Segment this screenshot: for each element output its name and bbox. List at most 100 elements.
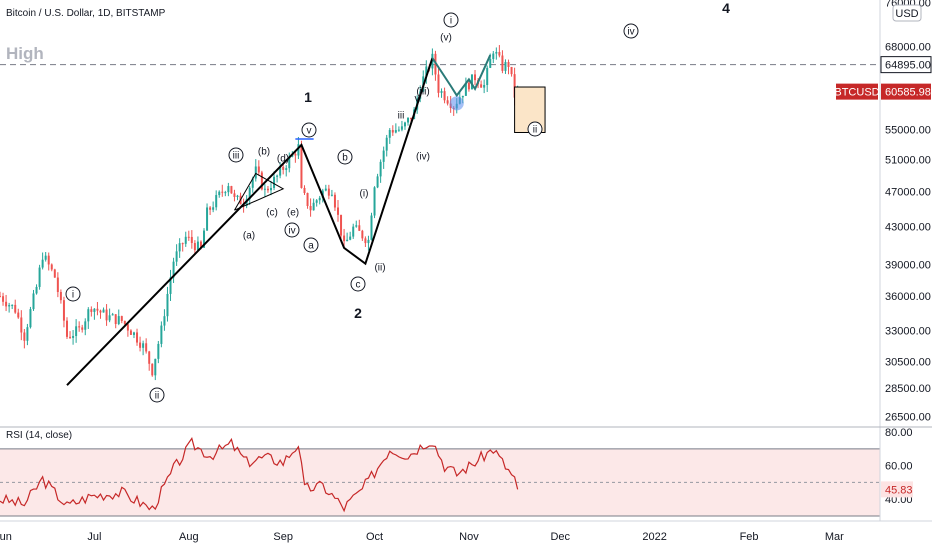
candle [69,331,72,339]
candle [394,123,397,134]
candle [324,184,327,192]
candle-body [352,226,355,237]
candle [139,336,142,352]
candle-body [224,192,227,194]
candle-body [227,186,230,193]
currency-button[interactable]: USD [892,4,922,22]
candle [318,195,321,205]
candle-body [129,330,132,335]
wave-label: 2 [354,305,362,321]
candle-body [367,239,370,244]
candle-body [102,309,105,313]
candle-body [358,225,361,231]
candle [8,302,11,313]
candle-body [263,188,266,190]
candle-body [343,235,346,242]
candle [346,232,349,242]
candle [492,51,495,64]
candle [227,182,230,197]
candle-body [370,215,373,240]
candle [81,324,84,333]
candle-body [160,325,163,344]
candle-body [17,312,20,318]
candle-body [388,130,391,138]
candle [276,174,279,183]
candle-body [248,187,251,200]
candle [501,50,504,74]
rsi-pane[interactable] [0,437,880,517]
candle-body [90,309,93,312]
candle [407,117,410,126]
wave-label: i [443,12,459,28]
candle [132,331,135,339]
candle [236,194,239,201]
candle [84,318,87,336]
triangle-pattern [234,172,285,211]
y-tick-label: 36000.00 [885,291,931,303]
candle-body [41,259,44,268]
candle [355,220,358,228]
candle [126,321,129,337]
candle [184,231,187,247]
y-tick-label: 51000.00 [885,154,931,166]
candle [504,59,507,74]
wave-label-text: iv [288,226,295,237]
candle-body [154,358,157,376]
candle-body [87,309,90,322]
candle-body [297,144,300,156]
candle [5,294,8,312]
candle [440,88,443,98]
candle-body [111,314,114,316]
candle [193,240,196,254]
wave-label: iv [623,23,639,39]
candle [230,185,233,194]
candle-body [96,308,99,311]
candle-body [400,126,403,130]
candle-body [327,188,330,196]
wave-label: (b) [258,147,270,158]
candle [142,340,145,356]
rsi-line [0,437,519,513]
wave-label: iii [398,111,405,122]
candle-body [120,316,123,321]
candle [437,68,440,98]
candle [136,328,139,346]
low-marker [449,96,464,111]
candle-body [78,326,81,328]
price-pane[interactable] [0,0,880,427]
candle [388,128,391,144]
candle-body [38,267,41,287]
candle [206,203,209,231]
x-tick-label: Sep [273,531,293,543]
wave-label-circle [303,237,319,253]
candle-body [382,150,385,162]
candle [196,236,199,252]
candle-body [498,51,501,56]
candle [266,185,269,193]
candle-body [139,342,142,348]
symbol-tag-bg [836,83,878,100]
candle-body [230,186,233,194]
candle-body [507,62,510,67]
candle [111,312,114,316]
candle [105,304,108,326]
candle [279,162,282,179]
candle [175,244,178,266]
wave-label: ii [149,387,165,403]
candle-body [397,129,400,131]
candle [400,120,403,132]
candle [309,198,312,217]
candle [157,340,160,364]
candle-body [184,236,187,244]
candle [397,126,400,132]
candle-body [108,315,111,321]
candle [53,268,56,278]
y-tick-label: 28500.00 [885,383,931,395]
candle [163,309,166,331]
candle [327,184,330,200]
candle-body [315,200,318,203]
candle [403,121,406,130]
candle-body [288,156,291,169]
y-tick-label: 26500.00 [885,411,931,423]
